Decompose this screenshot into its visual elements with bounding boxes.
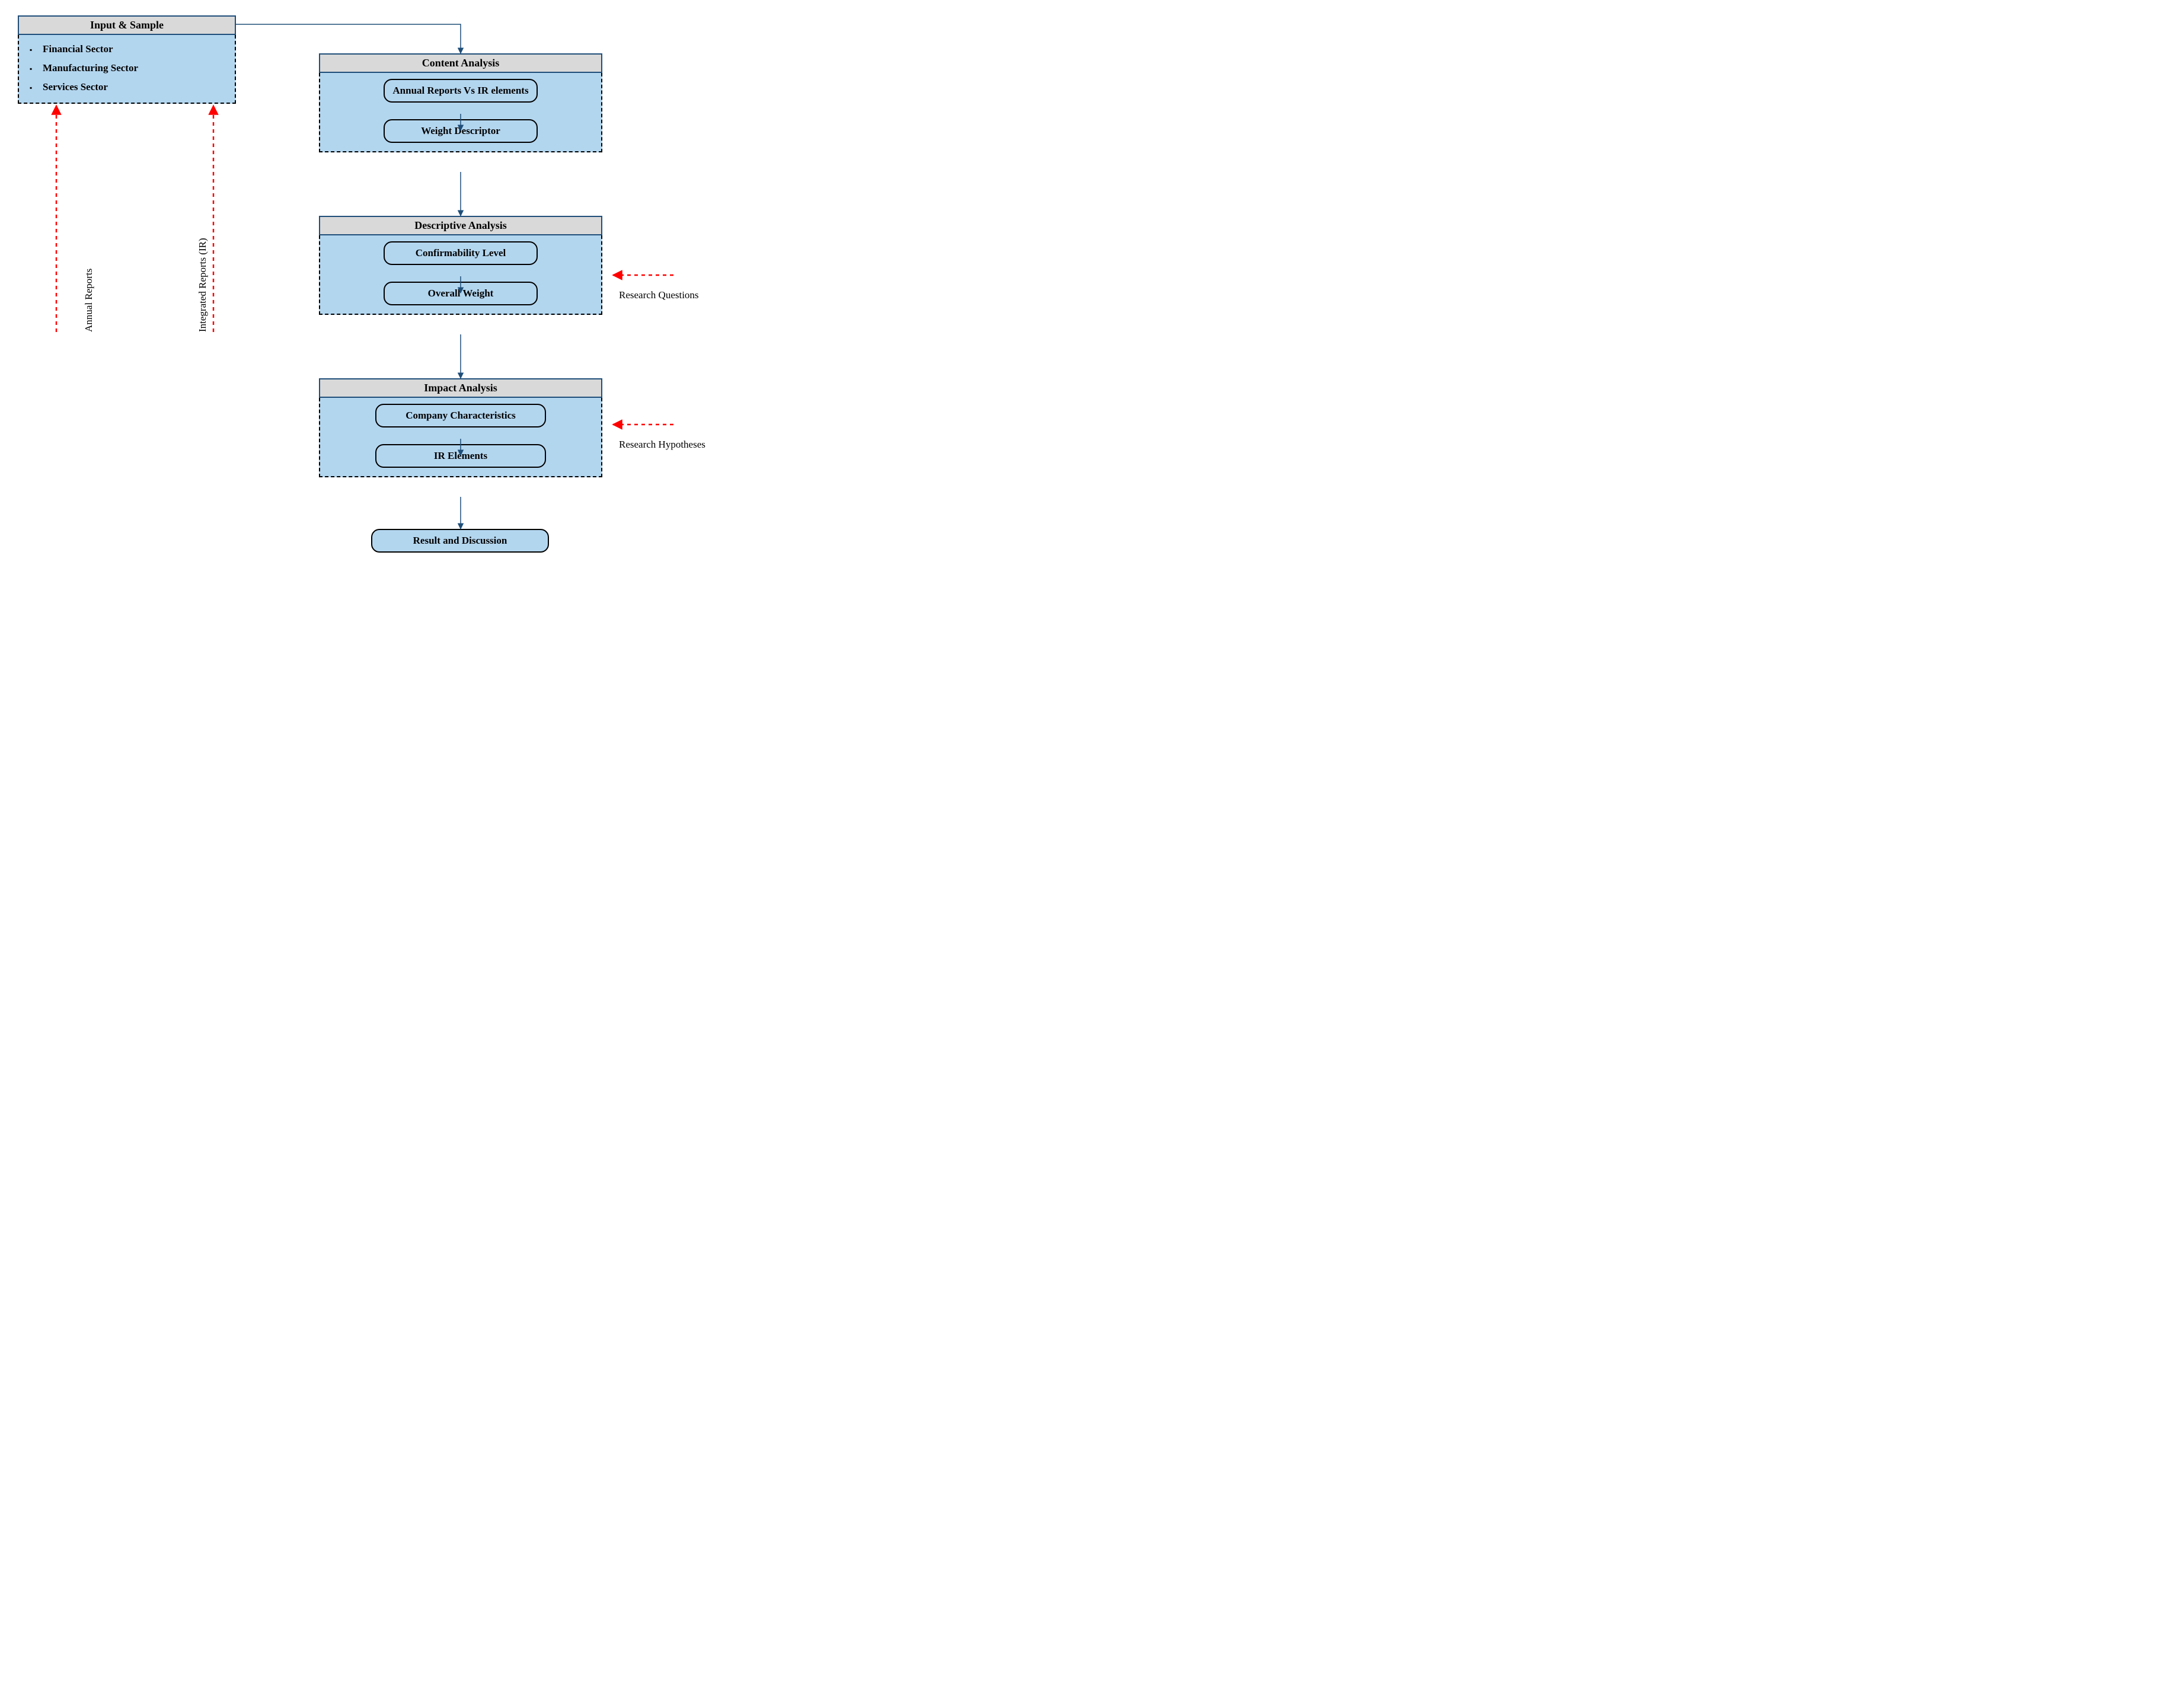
label-annual-reports: Annual Reports [83, 269, 95, 332]
pill-company-characteristics: Company Characteristics [375, 404, 546, 427]
pill-weight-descriptor: Weight Descriptor [384, 119, 538, 143]
input-sample-box: Input & Sample Financial Sector Manufact… [18, 15, 236, 104]
input-sample-title: Input & Sample [18, 15, 236, 35]
impact-analysis-body: Company Characteristics IR Elements [319, 398, 602, 477]
pill-annual-vs-ir: Annual Reports Vs IR elements [384, 79, 538, 103]
input-sample-body: Financial Sector Manufacturing Sector Se… [18, 35, 236, 104]
pill-overall-weight: Overall Weight [384, 282, 538, 305]
pill-confirmability: Confirmability Level [384, 241, 538, 265]
impact-analysis-box: Impact Analysis Company Characteristics … [319, 378, 602, 477]
content-analysis-body: Annual Reports Vs IR elements Weight Des… [319, 73, 602, 152]
descriptive-analysis-box: Descriptive Analysis Confirmability Leve… [319, 216, 602, 315]
result-pill: Result and Discussion [371, 529, 549, 553]
list-item: Manufacturing Sector [30, 59, 224, 78]
label-research-questions: Research Questions [619, 289, 699, 301]
content-analysis-title: Content Analysis [319, 53, 602, 73]
descriptive-analysis-body: Confirmability Level Overall Weight [319, 235, 602, 315]
list-item: Services Sector [30, 78, 224, 97]
impact-analysis-title: Impact Analysis [319, 378, 602, 398]
pill-ir-elements: IR Elements [375, 444, 546, 468]
label-research-hypotheses: Research Hypotheses [619, 439, 705, 451]
flowchart-canvas: Input & Sample Financial Sector Manufact… [12, 12, 740, 575]
list-item: Financial Sector [30, 40, 224, 59]
descriptive-analysis-title: Descriptive Analysis [319, 216, 602, 235]
content-analysis-box: Content Analysis Annual Reports Vs IR el… [319, 53, 602, 152]
label-integrated-reports: Integrated Reports (IR) [197, 238, 209, 332]
